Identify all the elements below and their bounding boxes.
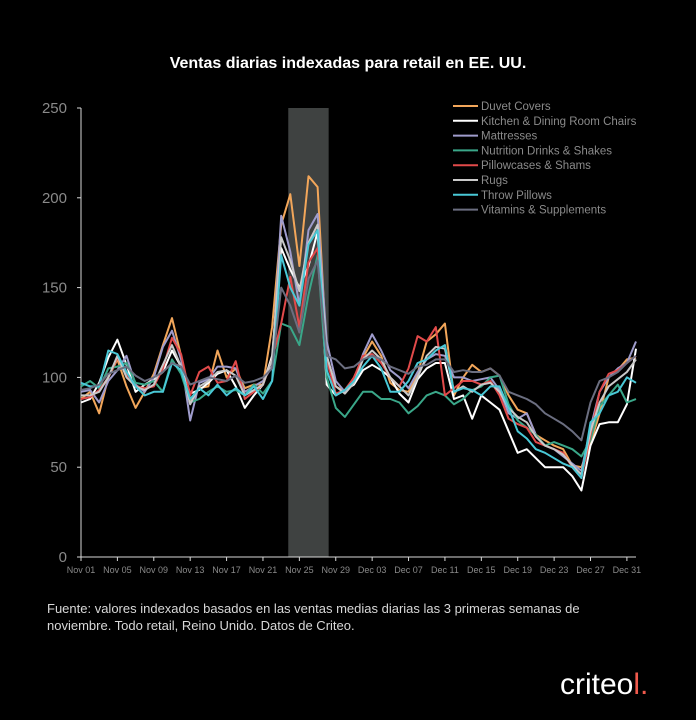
x-tick-label: Dec 15 [467,565,496,575]
x-tick-label: Dec 03 [358,565,387,575]
legend-label: Throw Pillows [481,190,552,202]
legend-label: Mattresses [481,131,537,143]
x-tick-label: Nov 13 [176,565,205,575]
x-tick-label: Nov 09 [140,565,169,575]
criteo-logo: criteol. [560,668,648,702]
legend: Duvet Covers Kitchen & Dining Room Chairs… [453,101,637,217]
axis-layer: 0 50 100 150 200 250 Nov 01 Nov 05 Nov 09 Nov 13 N… [42,100,641,575]
series-line-kitchen-dining-room-chairs [80,230,637,492]
x-tick-label: Dec 27 [576,565,605,575]
y-tick-label: 250 [42,100,67,117]
legend-label: Duvet Covers [481,101,551,113]
series-line-rugs [81,223,637,476]
x-tick-label: Nov 21 [249,565,278,575]
series-layer [80,175,637,492]
x-tick-label: Dec 23 [540,565,569,575]
series-line-nutrition-drinks-shakes [80,254,637,458]
y-tick-label: 150 [42,280,67,297]
y-tick-label: 100 [42,369,67,386]
logo-text: criteo [560,668,634,701]
x-tick-label: Dec 11 [431,565,459,575]
x-tick-label: Nov 17 [212,565,241,575]
legend-label: Nutrition Drinks & Shakes [481,145,612,157]
x-tick-label: Dec 31 [613,565,642,575]
legend-label: Rugs [481,175,508,187]
x-tick-label: Nov 29 [321,565,350,575]
legend-label: Vitamins & Supplements [481,205,606,217]
x-tick-label: Dec 19 [503,565,532,575]
series-line-throw-pillows [80,229,637,479]
legend-label: Kitchen & Dining Room Chairs [481,116,637,128]
x-tick-label: Dec 07 [394,565,423,575]
logo-mark: l. [633,668,649,701]
x-tick-label: Nov 25 [285,565,314,575]
source-note: Fuente: valores indexados basados en las… [47,601,580,633]
legend-label: Pillowcases & Shams [481,160,591,172]
x-tick-label: Nov 01 [67,565,96,575]
series-line-duvet-covers [80,175,637,469]
chart-title: Ventas diarias indexadas para retail en … [169,55,527,72]
y-tick-label: 0 [59,549,67,566]
y-tick-label: 50 [50,459,67,476]
y-tick-label: 200 [42,190,67,207]
series-line-vitamins-supplements [80,259,637,442]
x-tick-label: Nov 05 [103,565,132,575]
